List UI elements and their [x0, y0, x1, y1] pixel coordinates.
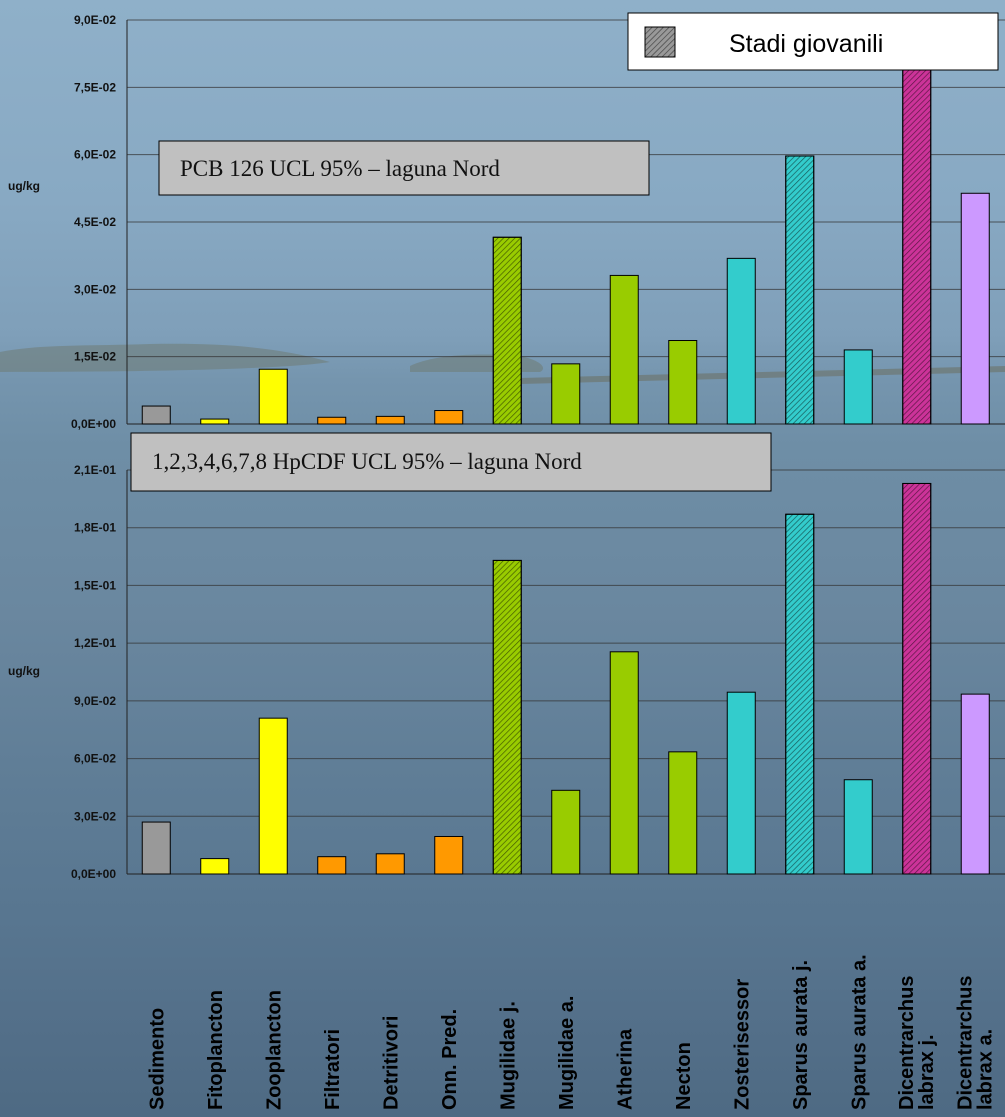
top-bar [785, 155, 815, 425]
top-bar [843, 349, 873, 425]
legend-label: Stadi giovanili [729, 30, 883, 58]
top-bar [258, 368, 288, 425]
bottom-bars [141, 482, 990, 875]
bottom-chart-title: 1,2,3,4,6,7,8 HpCDF UCL 95% – laguna Nor… [152, 449, 582, 474]
bottom-bar [317, 856, 347, 875]
top-bar [317, 416, 347, 425]
top-y-unit-label: ug/kg [8, 179, 40, 193]
top-bar [492, 236, 522, 425]
top-chart-title-box: PCB 126 UCL 95% – laguna Nord [158, 140, 650, 196]
category-label: Dicentrarchuslabrax a. [954, 976, 996, 1111]
top-y-tick-label: 3,0E-02 [74, 282, 116, 296]
category-label: Dicentrarchuslabrax j. [896, 976, 938, 1111]
bottom-y-tick-label: 1,8E-01 [74, 521, 116, 535]
category-label: Onn. Pred. [439, 1009, 461, 1110]
bottom-chart-title-box: 1,2,3,4,6,7,8 HpCDF UCL 95% – laguna Nor… [130, 432, 772, 492]
category-label: Necton [673, 1042, 695, 1110]
category-label: Sparus aurata a. [848, 954, 870, 1110]
top-y-tick-label: 4,5E-02 [74, 215, 116, 229]
bottom-bar [551, 789, 581, 875]
bottom-bar [726, 691, 756, 875]
top-bar [551, 363, 581, 425]
bottom-bar [258, 717, 288, 875]
bottom-bar [375, 853, 405, 875]
bottom-bar [492, 559, 522, 875]
bottom-y-tick-label: 9,0E-02 [74, 694, 116, 708]
top-y-tick-labels: 0,0E+00 1,5E-02 3,0E-02 4,5E-02 6,0E-02 7,5E-… [71, 13, 116, 431]
bottom-y-tick-label: 0,0E+00 [71, 867, 116, 881]
top-bars [141, 68, 990, 425]
bottom-y-tick-label: 3,0E-02 [74, 809, 116, 823]
bottom-bar [785, 513, 815, 875]
top-y-tick-label: 9,0E-02 [74, 13, 116, 27]
category-labels: Sedimento Fitoplancton Zooplancton Filtrato… [146, 954, 996, 1110]
top-bar [141, 405, 171, 425]
bottom-y-tick-label: 1,2E-01 [74, 636, 116, 650]
bottom-bar [902, 482, 932, 875]
category-label: Mugilidae j. [497, 1001, 519, 1110]
top-y-tick-label: 1,5E-02 [74, 350, 116, 364]
top-bar [375, 415, 405, 425]
top-y-tick-label: 0,0E+00 [71, 417, 116, 431]
top-bar [902, 68, 932, 425]
category-label: Sparus aurata j. [790, 960, 812, 1110]
bottom-y-tick-label: 1,5E-01 [74, 578, 116, 592]
bottom-bar [141, 821, 171, 875]
bottom-bar [960, 693, 990, 875]
category-label: Detritivori [380, 1016, 402, 1110]
category-label: Mugilidae a. [556, 996, 578, 1110]
bottom-y-tick-label: 6,0E-02 [74, 752, 116, 766]
bottom-bar [609, 651, 639, 875]
top-bar [960, 192, 990, 425]
bottom-y-tick-label: 2,1E-01 [74, 463, 116, 477]
top-bar [200, 418, 230, 425]
bottom-bar [200, 858, 230, 875]
bottom-y-unit-label: ug/kg [8, 664, 40, 678]
category-label: Zosterisessor [731, 979, 753, 1110]
bottom-gridlines [127, 469, 1005, 817]
top-bar [668, 340, 698, 425]
top-bar [726, 257, 756, 425]
legend: Stadi giovanili [627, 12, 999, 71]
bottom-bar [843, 779, 873, 875]
top-chart-title: PCB 126 UCL 95% – laguna Nord [180, 156, 500, 181]
hpcdf-chart: 0,0E+00 3,0E-02 6,0E-02 9,0E-02 1,2E-01 1,5E-… [8, 432, 1005, 881]
category-label: Atherina [614, 1028, 636, 1110]
category-label: Zooplancton [263, 990, 285, 1110]
category-label: Fitoplancton [205, 990, 227, 1110]
top-y-tick-label: 7,5E-02 [74, 80, 116, 94]
category-label: Filtratori [322, 1029, 344, 1110]
bottom-y-tick-labels: 0,0E+00 3,0E-02 6,0E-02 9,0E-02 1,2E-01 1,5E-… [71, 463, 116, 881]
bottom-bar [668, 751, 698, 875]
bottom-bar [434, 835, 464, 875]
top-bar [434, 410, 464, 425]
pcb126-chart: 0,0E+00 1,5E-02 3,0E-02 4,5E-02 6,0E-02 7,5E-… [8, 12, 1005, 431]
top-bar [609, 274, 639, 425]
category-label: Sedimento [146, 1008, 168, 1110]
top-y-tick-label: 6,0E-02 [74, 148, 116, 162]
